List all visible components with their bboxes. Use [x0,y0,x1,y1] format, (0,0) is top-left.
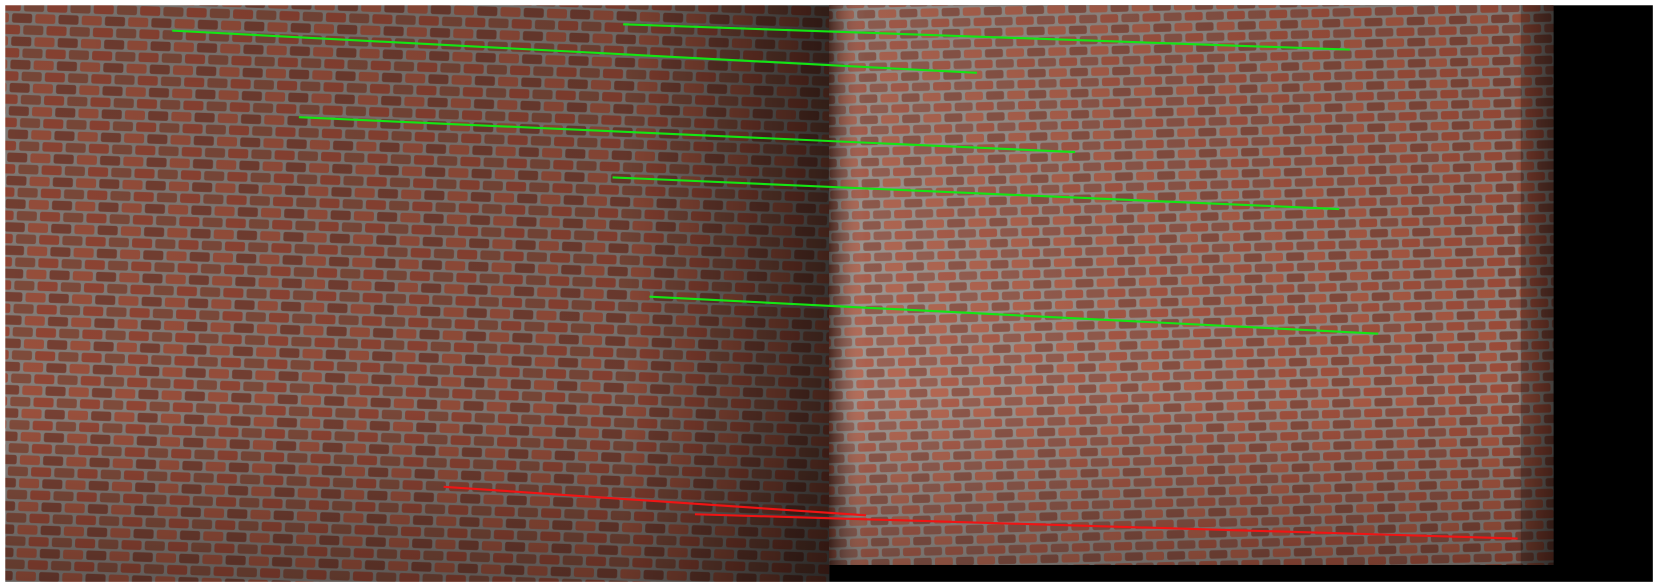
left-shading-vertical [5,5,830,582]
inlier-match [623,23,1350,51]
right-shading-vertical [829,5,1554,565]
inlier-match [612,176,1340,211]
outlier-match [443,485,867,517]
outlier-match [694,513,1518,540]
right-pillar [1520,5,1554,565]
inlier-match [172,29,977,74]
inlier-match [649,295,1379,335]
matches [172,23,1518,540]
inlier-match [298,116,1076,154]
